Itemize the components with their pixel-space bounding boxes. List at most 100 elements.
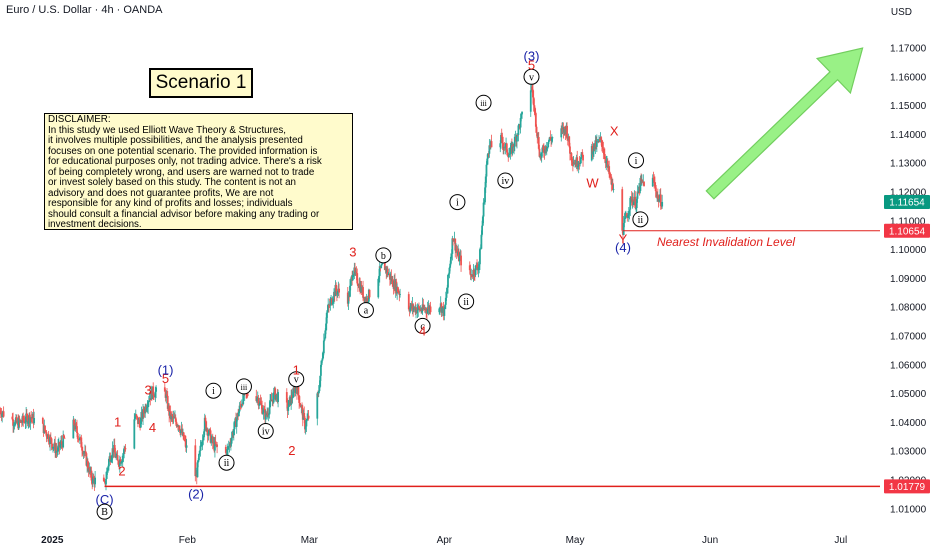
- candle-body: [113, 445, 116, 453]
- candle-body: [547, 142, 550, 148]
- candle-body: [386, 268, 389, 275]
- x-tick-label: Jul: [834, 535, 847, 546]
- candle-body: [114, 452, 117, 458]
- candle-body: [22, 415, 25, 421]
- candle-body: [166, 395, 169, 409]
- candle-body: [612, 189, 615, 190]
- disclaimer-line: advisory and does not guarantee profits,…: [48, 187, 274, 199]
- candle-body: [366, 298, 369, 303]
- candle-body: [210, 438, 213, 443]
- candle-body: [460, 255, 462, 266]
- candle-body: [352, 274, 355, 276]
- candle-body: [153, 396, 156, 398]
- candle-body: [505, 143, 508, 153]
- candle-body: [240, 403, 243, 407]
- invalidation-level-text: Nearest Invalidation Level: [657, 235, 795, 249]
- wave-label: 1: [293, 363, 300, 378]
- candle-body: [78, 437, 81, 441]
- candle-body: [134, 416, 136, 420]
- candle-body: [14, 420, 17, 426]
- candle-body: [56, 451, 59, 452]
- candle-body: [262, 408, 265, 413]
- wave-label: ii: [638, 215, 644, 226]
- candle-body: [625, 214, 628, 217]
- candle-body: [269, 400, 271, 408]
- candle-body: [147, 402, 150, 408]
- wave-label: 5: [162, 371, 169, 386]
- candle-body: [480, 234, 483, 249]
- x-tick-label: 2025: [41, 535, 64, 546]
- candle-body: [534, 108, 537, 114]
- candle-body: [468, 265, 471, 271]
- candle-body: [476, 264, 478, 269]
- wave-label: 4: [419, 324, 426, 339]
- wave-label: (2): [188, 486, 204, 501]
- candle-body: [502, 143, 505, 149]
- candle-body: [641, 179, 644, 182]
- candle-body: [598, 138, 601, 140]
- candle-body: [347, 295, 350, 304]
- candle-body: [412, 308, 415, 310]
- candle-body: [536, 132, 539, 138]
- candle-body: [304, 417, 306, 430]
- candle-body: [471, 276, 474, 278]
- candle-body: [600, 137, 603, 141]
- wave-label: a: [364, 306, 369, 317]
- candle-body: [482, 202, 485, 217]
- candle-body: [109, 456, 112, 462]
- candle-body: [449, 263, 452, 268]
- y-tick-label: 1.12000: [890, 188, 927, 199]
- candle-body: [209, 430, 212, 443]
- candle-body: [629, 197, 632, 210]
- candle-body: [533, 105, 536, 109]
- candle-body: [481, 216, 484, 226]
- candle-body: [241, 403, 244, 405]
- candle-body: [142, 408, 144, 419]
- candle-body: [328, 305, 331, 307]
- candle-body: [291, 397, 294, 399]
- candle-body: [441, 307, 444, 313]
- candle-body: [11, 416, 14, 420]
- candle-body: [259, 401, 262, 404]
- candle-body: [122, 452, 125, 456]
- candle-body: [298, 395, 301, 403]
- candle-body: [549, 137, 552, 140]
- levels-layer: Nearest Invalidation Level: [104, 230, 880, 488]
- candle-body: [316, 393, 319, 419]
- candle-body: [59, 444, 62, 448]
- candle-body: [391, 279, 394, 287]
- currency-label: USD: [890, 7, 912, 18]
- candle-body: [329, 301, 332, 306]
- candle-body: [232, 429, 235, 436]
- candle-body: [506, 152, 509, 155]
- candle-body: [198, 450, 201, 455]
- candle-body: [357, 283, 359, 287]
- candle-body: [165, 394, 168, 398]
- candle-body: [355, 271, 358, 274]
- candle-body: [44, 430, 47, 433]
- candle-body: [479, 248, 482, 250]
- candle-body: [330, 298, 333, 305]
- wave-label: c: [420, 321, 425, 332]
- y-tick-label: 1.13000: [890, 159, 927, 170]
- candle-body: [116, 455, 119, 461]
- candle-body: [305, 420, 308, 427]
- candle-body: [17, 418, 20, 429]
- candle-body: [651, 177, 654, 187]
- candle-body: [62, 435, 65, 438]
- candle-body: [577, 166, 579, 167]
- candle-body: [538, 148, 541, 157]
- wave-label: i: [456, 198, 459, 209]
- wave-label: 3: [349, 244, 356, 259]
- candle-body: [175, 421, 178, 427]
- candle-body: [168, 405, 171, 416]
- candle-body: [383, 262, 386, 271]
- candle-body: [267, 414, 270, 416]
- candle-body: [227, 446, 229, 450]
- candle-body: [184, 440, 187, 441]
- candle-body: [147, 401, 150, 403]
- candle-body: [512, 143, 515, 148]
- candle-body: [199, 445, 202, 451]
- candle-body: [548, 140, 550, 143]
